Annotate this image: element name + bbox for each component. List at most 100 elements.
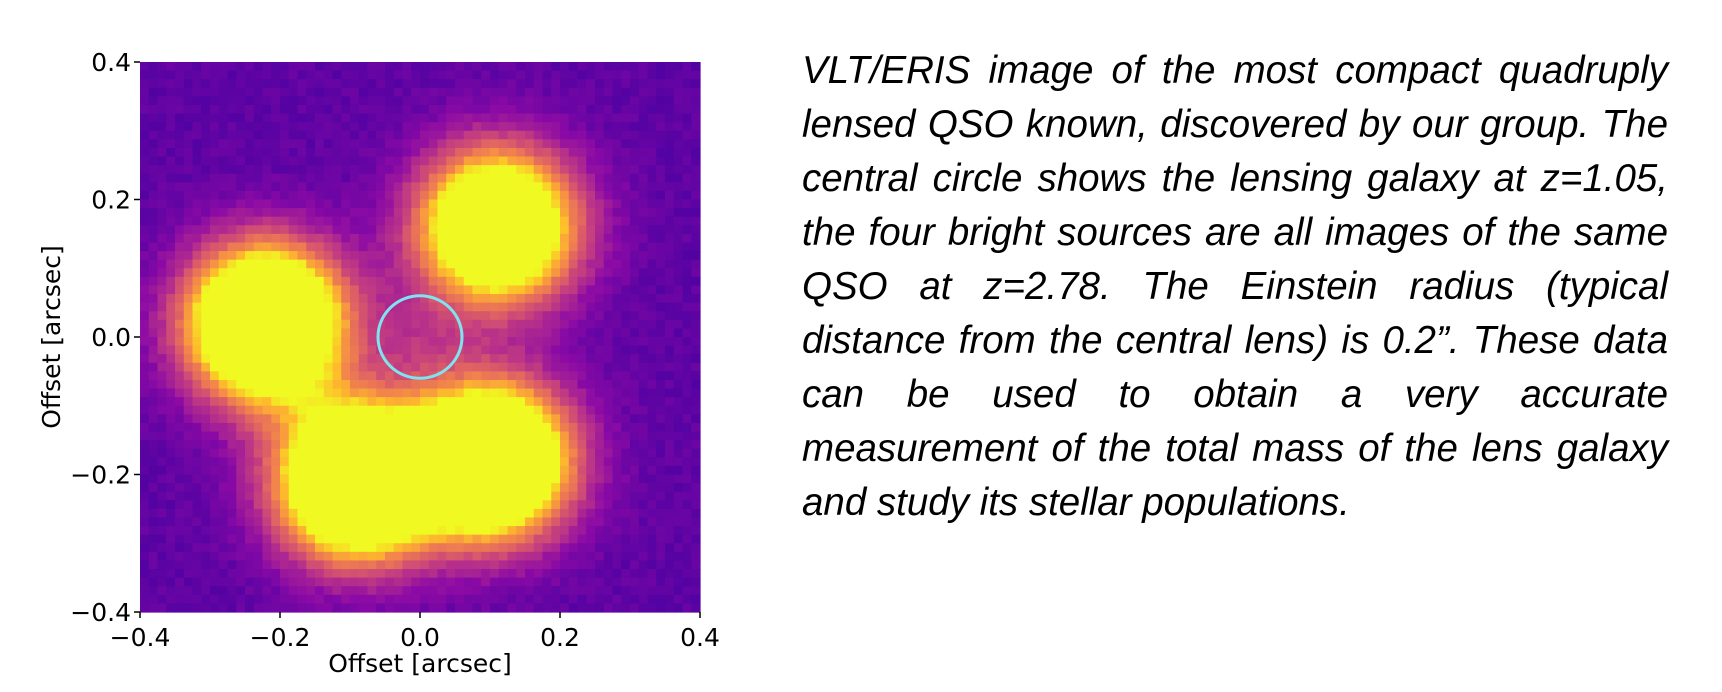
heatmap-cell: [315, 422, 325, 433]
heatmap-cell: [481, 457, 491, 467]
heatmap-cell: [411, 483, 421, 493]
heatmap-cell: [201, 594, 211, 604]
heatmap-cell: [358, 311, 369, 321]
heatmap-cell: [288, 388, 299, 398]
heatmap-cell: [533, 560, 544, 570]
heatmap-cell: [393, 182, 404, 192]
heatmap-cell: [376, 294, 386, 304]
heatmap-cell: [691, 397, 701, 407]
heatmap-cell: [262, 259, 272, 269]
heatmap-cell: [472, 294, 482, 304]
heatmap-cell: [157, 225, 167, 235]
heatmap-cell: [315, 130, 325, 140]
heatmap-cell: [560, 294, 570, 304]
heatmap-cell: [315, 362, 325, 372]
heatmap-cell: [262, 208, 272, 218]
heatmap-cell: [507, 156, 517, 166]
heatmap-cell: [630, 526, 640, 536]
heatmap-cell: [656, 431, 666, 441]
heatmap-cell: [393, 491, 404, 501]
heatmap-cell: [210, 517, 220, 527]
heatmap-cell: [280, 96, 290, 106]
heatmap-cell: [288, 500, 299, 510]
heatmap-cell: [227, 79, 237, 89]
heatmap-cell: [638, 302, 649, 312]
heatmap-cell: [630, 96, 640, 106]
heatmap-cell: [472, 70, 482, 80]
heatmap-cell: [446, 560, 456, 570]
heatmap-cell: [148, 165, 159, 175]
heatmap-cell: [358, 354, 369, 364]
heatmap-cell: [428, 414, 439, 424]
heatmap-cell: [393, 379, 404, 390]
heatmap-cell: [516, 259, 526, 269]
heatmap-cell: [682, 405, 692, 415]
heatmap-cell: [682, 491, 692, 501]
heatmap-cell: [376, 79, 386, 89]
heatmap-cell: [218, 354, 229, 364]
heatmap-cell: [612, 526, 622, 536]
heatmap-cell: [288, 156, 299, 166]
heatmap-cell: [218, 371, 229, 381]
heatmap-cell: [455, 448, 465, 458]
heatmap-cell: [175, 285, 185, 295]
heatmap-cell: [262, 225, 272, 235]
heatmap-cell: [472, 276, 482, 287]
heatmap-cell: [183, 422, 194, 433]
heatmap-cell: [175, 302, 185, 312]
heatmap-cell: [350, 551, 360, 562]
heatmap-cell: [682, 182, 692, 192]
heatmap-cell: [192, 371, 202, 381]
heatmap-cell: [192, 517, 202, 527]
heatmap-cell: [498, 491, 509, 501]
heatmap-cell: [455, 302, 465, 312]
heatmap-cell: [297, 440, 307, 450]
heatmap-cell: [481, 586, 491, 596]
heatmap-cell: [481, 594, 491, 604]
heatmap-cell: [533, 371, 544, 381]
heatmap-cell: [148, 182, 159, 192]
heatmap-cell: [306, 208, 316, 218]
heatmap-cell: [595, 551, 605, 562]
heatmap-cell: [682, 199, 692, 209]
heatmap-cell: [227, 311, 237, 321]
heatmap-cell: [490, 465, 500, 476]
heatmap-cell: [315, 147, 325, 158]
heatmap-cell: [166, 422, 176, 433]
heatmap-cell: [420, 431, 430, 441]
heatmap-cell: [665, 225, 675, 235]
heatmap-cell: [367, 130, 377, 140]
heatmap-cell: [665, 534, 675, 544]
heatmap-cell: [621, 242, 631, 252]
heatmap-cell: [271, 62, 281, 72]
heatmap-cell: [393, 208, 404, 218]
heatmap-cell: [691, 208, 701, 218]
heatmap-cell: [262, 345, 272, 355]
heatmap-cell: [367, 526, 377, 536]
heatmap-cell: [393, 414, 404, 424]
heatmap-cell: [393, 603, 404, 613]
heatmap-cell: [236, 405, 246, 415]
heatmap-cell: [332, 182, 342, 192]
heatmap-cell: [402, 87, 412, 97]
heatmap-cell: [621, 594, 631, 604]
heatmap-cell: [533, 173, 544, 183]
heatmap-cell: [341, 302, 351, 312]
heatmap-cell: [306, 508, 316, 519]
heatmap-cell: [691, 577, 701, 587]
heatmap-cell: [481, 431, 491, 441]
heatmap-cell: [498, 379, 509, 390]
heatmap-cell: [638, 113, 649, 123]
heatmap-cell: [481, 337, 491, 347]
heatmap-cell: [560, 104, 570, 115]
heatmap-cell: [323, 70, 334, 80]
heatmap-cell: [437, 139, 447, 149]
heatmap-cell: [236, 70, 246, 80]
heatmap-cell: [402, 311, 412, 321]
heatmap-cell: [656, 483, 666, 493]
heatmap-cell: [332, 268, 342, 278]
heatmap-cell: [201, 156, 211, 166]
heatmap-cell: [463, 259, 474, 269]
heatmap-cell: [568, 371, 579, 381]
heatmap-cell: [245, 551, 255, 562]
